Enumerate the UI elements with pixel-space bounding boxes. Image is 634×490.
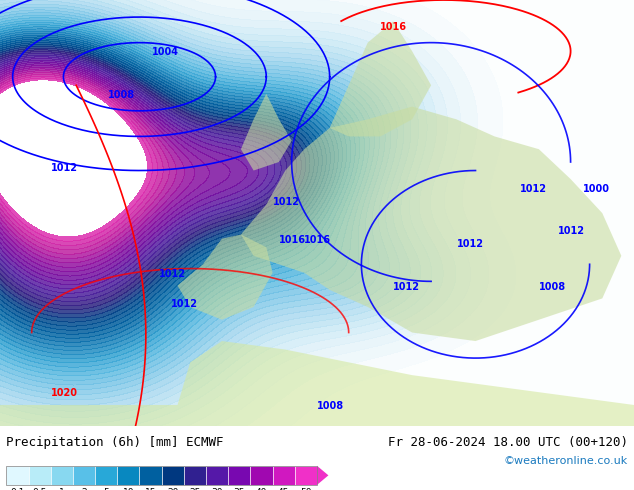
Bar [295,466,317,485]
Text: 1012: 1012 [273,196,300,207]
Text: 1008: 1008 [108,90,135,100]
Bar [51,466,73,485]
Text: 1: 1 [59,488,65,490]
Text: 50: 50 [300,488,312,490]
Bar [6,466,317,485]
Bar [73,466,95,485]
Text: 1012: 1012 [456,239,484,249]
Polygon shape [330,21,431,136]
Text: 2: 2 [81,488,87,490]
Text: 20: 20 [167,488,178,490]
Bar [139,466,162,485]
Polygon shape [241,107,621,341]
Text: 0.1: 0.1 [10,488,25,490]
Text: 1012: 1012 [520,184,547,194]
Text: 1012: 1012 [171,299,198,309]
Text: Precipitation (6h) [mm] ECMWF: Precipitation (6h) [mm] ECMWF [6,436,224,449]
Bar [206,466,228,485]
Text: 1008: 1008 [317,401,344,411]
Text: 25: 25 [190,488,200,490]
Text: 1004: 1004 [152,48,179,57]
Polygon shape [241,94,292,171]
Text: 35: 35 [233,488,245,490]
Text: 45: 45 [278,488,289,490]
Text: 0.5: 0.5 [32,488,47,490]
Bar [184,466,206,485]
Text: 1016: 1016 [304,235,332,245]
Bar [6,466,29,485]
Text: 1012: 1012 [158,269,186,279]
Text: 1020: 1020 [51,389,78,398]
Text: ©weatheronline.co.uk: ©weatheronline.co.uk [503,456,628,466]
Text: 1016: 1016 [279,235,306,245]
Text: 1012: 1012 [558,226,585,237]
Text: 1012: 1012 [393,282,420,292]
Bar [250,466,273,485]
Text: 10: 10 [122,488,134,490]
Polygon shape [317,466,328,485]
Bar [273,466,295,485]
Bar [29,466,51,485]
Bar [228,466,250,485]
Polygon shape [0,341,634,426]
Polygon shape [178,234,273,319]
Bar [95,466,117,485]
Text: Fr 28-06-2024 18.00 UTC (00+120): Fr 28-06-2024 18.00 UTC (00+120) [387,436,628,449]
Bar [162,466,184,485]
Text: 15: 15 [145,488,157,490]
Text: 1008: 1008 [539,282,566,292]
Text: 1012: 1012 [51,163,78,172]
Text: 1016: 1016 [380,22,408,32]
Text: 5: 5 [103,488,109,490]
Bar [117,466,139,485]
Text: 30: 30 [211,488,223,490]
Text: 1000: 1000 [583,184,611,194]
Text: 40: 40 [256,488,267,490]
